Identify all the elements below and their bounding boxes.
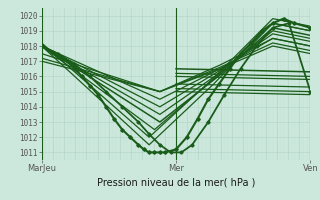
X-axis label: Pression niveau de la mer( hPa ): Pression niveau de la mer( hPa ) xyxy=(97,177,255,187)
